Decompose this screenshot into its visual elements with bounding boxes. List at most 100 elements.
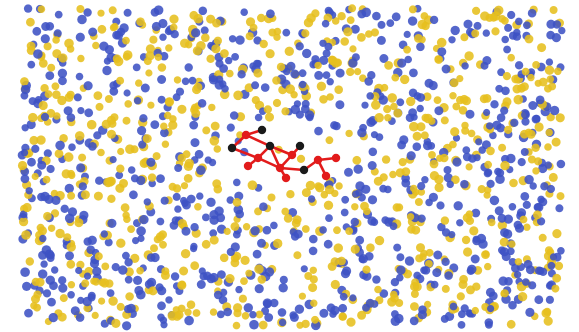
- agent-dot: [404, 31, 411, 38]
- agent-dot: [466, 163, 473, 170]
- agent-dot: [384, 114, 391, 121]
- agent-dot: [441, 116, 449, 124]
- agent-dot: [100, 278, 109, 287]
- agent-dot: [482, 56, 491, 65]
- agent-dot: [537, 43, 546, 52]
- agent-dot: [157, 75, 166, 84]
- agent-dot: [227, 248, 235, 256]
- agent-dot: [88, 236, 97, 245]
- agent-dot: [64, 152, 74, 162]
- agent-dot: [233, 198, 242, 207]
- agent-dot: [257, 239, 266, 248]
- agent-dot: [24, 309, 33, 318]
- agent-dot: [319, 309, 328, 318]
- agent-dot: [442, 285, 450, 293]
- agent-dot: [392, 12, 401, 21]
- agent-dot: [112, 31, 121, 40]
- agent-dot: [462, 146, 470, 154]
- agent-dot: [84, 81, 93, 90]
- agent-dot: [36, 135, 45, 144]
- agent-dot: [456, 219, 463, 226]
- agent-dot: [368, 195, 377, 204]
- agent-dot: [464, 51, 473, 60]
- agent-dot: [435, 183, 444, 192]
- agent-dot: [153, 152, 161, 160]
- agent-dot: [174, 164, 182, 172]
- agent-dot: [184, 309, 191, 316]
- agent-dot: [157, 218, 165, 226]
- agent-dot: [503, 72, 511, 80]
- agent-dot: [545, 161, 552, 168]
- agent-dot: [528, 101, 537, 110]
- agent-dot: [132, 237, 139, 244]
- agent-dot: [185, 63, 193, 71]
- agent-dot: [47, 298, 56, 307]
- agent-dot: [233, 303, 242, 312]
- agent-dot: [484, 192, 491, 199]
- agent-dot: [521, 148, 529, 156]
- agent-dot: [349, 45, 356, 52]
- agent-dot: [396, 253, 404, 261]
- agent-dot: [456, 75, 463, 82]
- agent-dot: [255, 284, 264, 293]
- agent-dot: [287, 62, 296, 71]
- agent-dot: [408, 16, 417, 25]
- agent-dot: [151, 8, 160, 17]
- agent-dot: [41, 113, 49, 121]
- agent-dot: [286, 190, 294, 198]
- agent-dot: [544, 317, 553, 326]
- agent-dot: [403, 46, 411, 54]
- agent-dot: [362, 266, 370, 274]
- agent-dot: [125, 292, 134, 301]
- agent-dot: [189, 11, 198, 20]
- agent-dot: [194, 83, 203, 92]
- agent-dot: [27, 158, 36, 167]
- agent-dot: [124, 305, 132, 313]
- agent-dot: [49, 313, 58, 322]
- agent-dot: [133, 64, 141, 72]
- agent-dot: [397, 59, 406, 68]
- agent-dot: [546, 129, 553, 136]
- agent-dot: [418, 215, 426, 223]
- agent-dot: [273, 99, 281, 107]
- agent-dot: [417, 105, 424, 112]
- agent-dot: [314, 62, 321, 69]
- agent-dot: [372, 12, 381, 21]
- agent-dot: [550, 6, 558, 14]
- agent-dot: [107, 289, 115, 297]
- agent-dot: [411, 278, 419, 286]
- agent-dot: [274, 28, 282, 36]
- agent-dot: [170, 221, 179, 230]
- agent-dot: [415, 198, 423, 206]
- agent-dot: [472, 7, 480, 15]
- agent-dot: [144, 57, 152, 65]
- agent-dot: [54, 29, 62, 37]
- agent-dot: [525, 129, 532, 136]
- agent-dot: [337, 257, 346, 266]
- agent-dot: [214, 145, 222, 153]
- agent-dot: [400, 75, 409, 84]
- agent-dot: [149, 36, 157, 44]
- agent-dot: [268, 194, 276, 202]
- agent-dot: [260, 40, 268, 48]
- agent-dot: [221, 85, 229, 93]
- agent-dot: [469, 226, 478, 235]
- agent-dot: [463, 213, 472, 222]
- agent-dot: [254, 264, 263, 273]
- agent-dot: [554, 68, 562, 76]
- agent-dot: [177, 281, 186, 290]
- agent-dot: [341, 196, 349, 204]
- agent-dot: [90, 259, 99, 268]
- agent-dot: [237, 70, 245, 78]
- agent-dot: [124, 100, 132, 108]
- agent-dot: [334, 85, 343, 94]
- agent-dot: [372, 275, 380, 283]
- agent-dot: [110, 156, 117, 163]
- agent-dot: [340, 37, 349, 46]
- agent-dot: [406, 97, 415, 106]
- agent-dot: [352, 190, 359, 197]
- agent-dot: [456, 96, 464, 104]
- agent-dot: [190, 245, 197, 252]
- agent-dot: [378, 21, 386, 29]
- agent-dot: [81, 190, 90, 199]
